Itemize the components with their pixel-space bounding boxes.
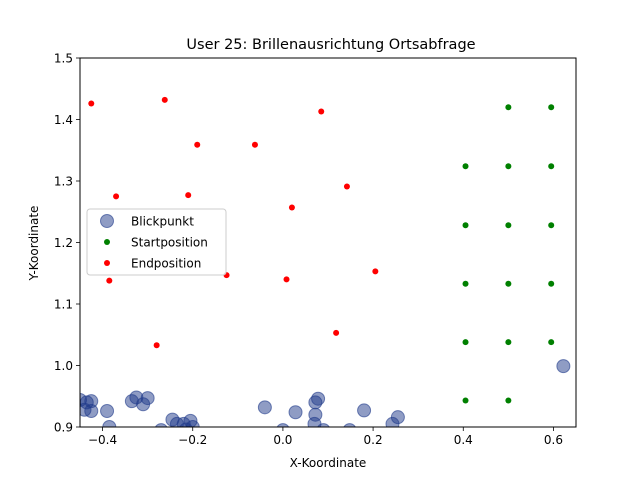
legend: Blickpunkt Startposition Endposition [86, 208, 227, 276]
y-tick-label: 1.0 [54, 359, 73, 373]
x-axis-label: X-Koordinate [290, 456, 367, 470]
point-startposition [505, 339, 512, 346]
legend-label-startposition: Startposition [131, 235, 208, 249]
point-startposition [548, 222, 555, 229]
point-blickpunkt [154, 423, 168, 427]
x-tick-label: 0.4 [454, 433, 473, 447]
point-blickpunkt [185, 420, 200, 427]
x-tick-label: 0.0 [273, 433, 292, 447]
point-blickpunkt [556, 359, 571, 374]
plot-frame [79, 57, 577, 428]
point-endposition [283, 276, 290, 283]
y-tick-label: 1.2 [54, 236, 73, 250]
x-tick-label: 0.6 [544, 433, 563, 447]
x-tick-label: 0.2 [364, 433, 383, 447]
point-blickpunkt [390, 410, 405, 425]
point-blickpunkt [140, 391, 155, 406]
point-startposition [462, 280, 469, 287]
point-endposition [106, 277, 113, 284]
point-blickpunkt [84, 404, 99, 419]
legend-label-blickpunkt: Blickpunkt [131, 214, 194, 228]
point-endposition [185, 192, 192, 199]
point-blickpunkt [257, 400, 272, 415]
legend-label-endposition: Endposition [131, 256, 201, 270]
point-startposition [462, 222, 469, 229]
point-startposition [548, 280, 555, 287]
point-blickpunkt [311, 391, 326, 406]
point-startposition [548, 104, 555, 111]
point-startposition [505, 104, 512, 111]
y-axis-label: Y-Koordinate [27, 206, 41, 282]
point-blickpunkt [288, 405, 303, 420]
y-tick-label: 1.3 [54, 174, 73, 188]
legend-marker-endposition [104, 260, 110, 266]
point-startposition [548, 339, 555, 346]
x-axis-ticks: −0.4 −0.2 0.0 0.2 0.4 0.6 [88, 427, 563, 447]
legend-marker-blickpunkt [100, 214, 114, 228]
point-endposition [113, 193, 120, 200]
point-startposition [505, 163, 512, 170]
point-blickpunkt [276, 423, 290, 427]
point-startposition [548, 163, 555, 170]
point-endposition [288, 204, 295, 211]
y-tick-label: 1.1 [54, 297, 73, 311]
point-endposition [372, 268, 379, 275]
point-endposition [251, 141, 258, 148]
chart-title: User 25: Brillenausrichtung Ortsabfrage [186, 37, 475, 53]
point-endposition [153, 342, 160, 349]
point-blickpunkt [343, 423, 356, 427]
point-startposition [505, 222, 512, 229]
point-blickpunkt [317, 423, 330, 427]
point-endposition [161, 96, 168, 103]
point-startposition [505, 280, 512, 287]
x-tick-label: −0.2 [178, 433, 207, 447]
data-points [80, 96, 571, 427]
point-startposition [505, 397, 512, 404]
point-blickpunkt [100, 404, 115, 419]
point-startposition [462, 163, 469, 170]
legend-marker-startposition [104, 239, 110, 245]
y-tick-label: 0.9 [54, 420, 73, 434]
x-tick-label: −0.4 [88, 433, 117, 447]
y-tick-label: 1.4 [54, 113, 73, 127]
y-axis-ticks: 0.9 1.0 1.1 1.2 1.3 1.4 1.5 [54, 51, 80, 434]
point-startposition [462, 397, 469, 404]
point-endposition [343, 183, 350, 190]
point-blickpunkt [357, 403, 372, 418]
point-startposition [462, 339, 469, 346]
legend-box [86, 208, 227, 276]
point-endposition [88, 100, 95, 107]
point-endposition [194, 141, 201, 148]
point-endposition [318, 108, 325, 115]
point-blickpunkt [308, 407, 323, 422]
y-tick-label: 1.5 [54, 51, 73, 65]
point-blickpunkt [102, 420, 117, 427]
point-endposition [333, 329, 340, 336]
